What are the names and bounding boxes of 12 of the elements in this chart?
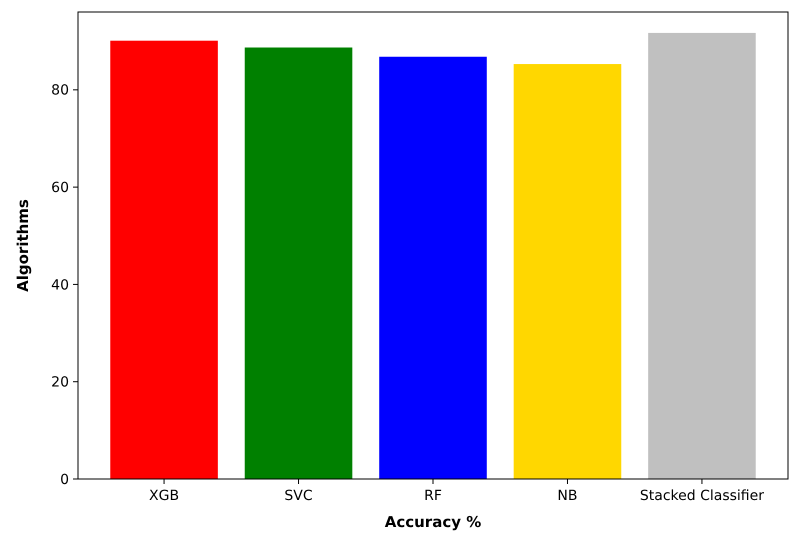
y-axis-title: Algorithms [14,199,32,292]
y-tick-label: 0 [60,472,69,488]
y-tick-label: 40 [51,277,69,294]
x-tick-label: SVC [284,488,313,504]
y-tick-label: 60 [51,180,69,196]
x-tick-label: XGB [149,488,180,504]
x-tick-label: RF [424,488,442,504]
y-tick-label: 80 [51,82,69,99]
x-tick-label: Stacked Classifier [640,488,764,504]
y-tick-label: 20 [51,374,69,391]
x-axis-title: Accuracy % [384,513,482,531]
x-tick-label: NB [557,488,578,504]
